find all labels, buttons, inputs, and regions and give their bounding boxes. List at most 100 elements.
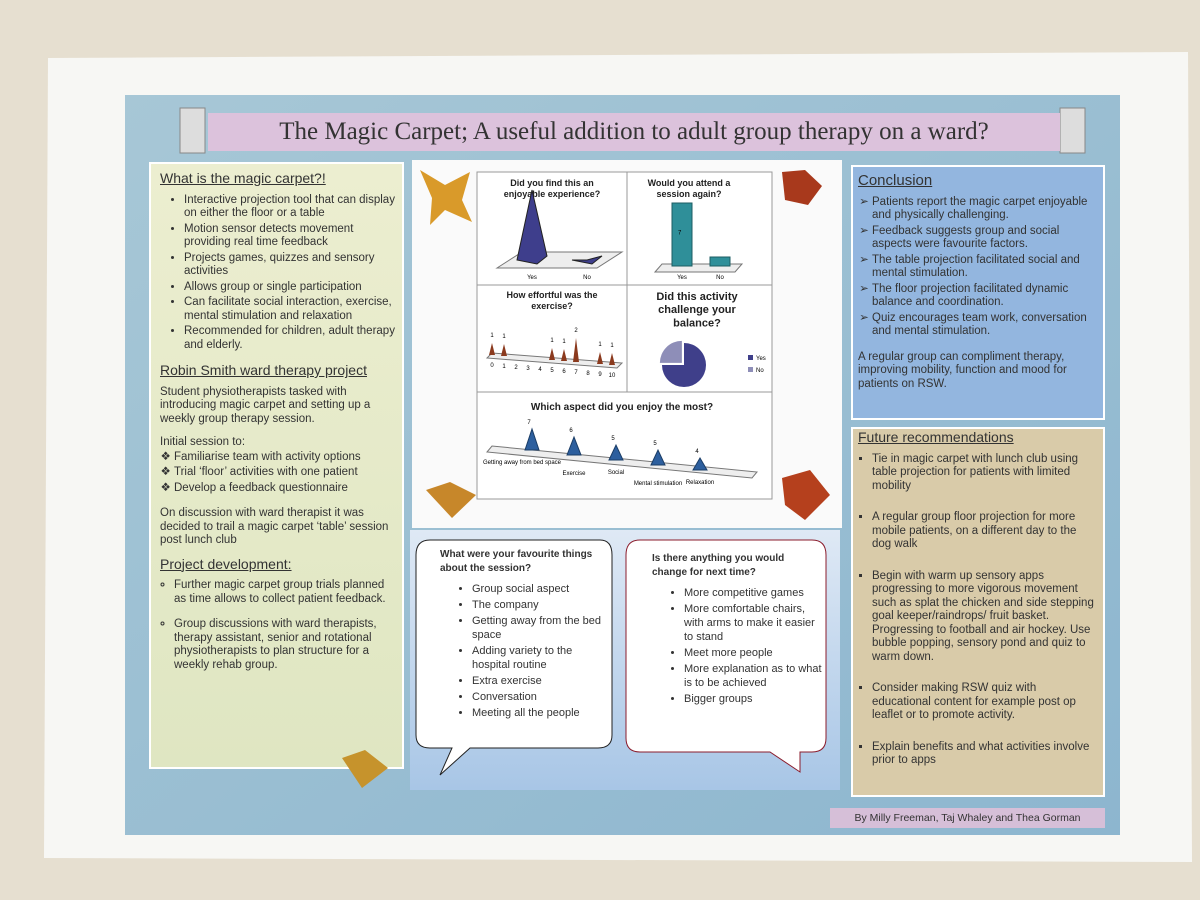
bubble-title: Is there anything you would change for n… xyxy=(652,553,785,578)
list-item: Projects games, quizzes and sensory acti… xyxy=(184,252,396,279)
speech-bubble: Is there anything you would change for n… xyxy=(652,552,822,708)
legend-label: No xyxy=(756,368,764,374)
list-item: Further magic carpet group trials planne… xyxy=(174,579,396,606)
pie-slice xyxy=(662,343,706,387)
chart-title: Did this activity challenge your balance? xyxy=(656,291,738,329)
list-item: A regular group floor projection for mor… xyxy=(872,511,1098,552)
section-heading: Project development: xyxy=(160,555,292,572)
category-label: Yes xyxy=(527,275,537,281)
category-label: Getting away from bed space xyxy=(483,460,562,466)
list-item: Adding variety to the hospital routine xyxy=(472,644,605,672)
category-label: Mental stimulation xyxy=(634,481,682,487)
value-label: 1 xyxy=(610,343,614,349)
list-item: Quiz encourages team work, conversation … xyxy=(872,312,1098,339)
cone xyxy=(524,427,540,451)
value-label: 5 xyxy=(611,436,615,442)
paragraph: Initial session to: xyxy=(160,436,246,448)
left-column: What is the magic carpet?! Interactive p… xyxy=(160,166,396,684)
spike xyxy=(573,338,579,362)
value-label: 6 xyxy=(569,428,573,434)
value-label: 1 xyxy=(502,334,506,340)
list-item: Bigger groups xyxy=(684,692,822,706)
legend-label: Yes xyxy=(756,356,766,362)
x-tick-label: 10 xyxy=(609,373,616,379)
bullet-list: Group social aspect The company Getting aw… xyxy=(440,582,605,720)
chart-title: Did you find this an enjoyable experience… xyxy=(504,178,601,199)
poster-title: The Magic Carpet; A useful addition to a… xyxy=(208,113,1060,151)
list-item: Conversation xyxy=(472,690,605,704)
paragraph: A regular group can compliment therapy, … xyxy=(858,350,1067,390)
list-item: Getting away from the bed space xyxy=(472,614,605,642)
chart-title: How effortful was the exercise? xyxy=(506,290,597,311)
conclusion-panel: Conclusion Patients report the magic car… xyxy=(858,168,1098,401)
bubble-title: What were your favourite things about th… xyxy=(440,549,593,574)
x-tick-label: 5 xyxy=(550,368,554,374)
list-item: Group discussions with ward therapists, … xyxy=(174,618,396,672)
spike xyxy=(501,344,507,356)
x-tick-label: 9 xyxy=(598,372,602,378)
legend-swatch xyxy=(748,355,753,360)
cylinder xyxy=(671,202,693,267)
category-label: Yes xyxy=(677,275,687,281)
list-item: Consider making RSW quiz with educationa… xyxy=(872,682,1098,723)
authors: By Milly Freeman, Taj Whaley and Thea Go… xyxy=(854,812,1081,824)
cylinder xyxy=(709,256,731,267)
list-item: Interactive projection tool that can dis… xyxy=(184,194,396,221)
list-item: Tie in magic carpet with lunch club usin… xyxy=(872,453,1098,494)
x-tick-label: 0 xyxy=(490,363,494,369)
list-item: Motion sensor detects movement providing… xyxy=(184,223,396,250)
future-panel: Future recommendations Tie in magic carp… xyxy=(858,425,1098,786)
cone xyxy=(692,457,708,471)
category-label: No xyxy=(716,275,724,281)
value-label: 1 xyxy=(490,333,494,339)
value-label: 7 xyxy=(678,231,682,237)
spike xyxy=(561,349,567,361)
x-tick-label: 3 xyxy=(526,366,530,372)
list-item: Group social aspect xyxy=(472,582,605,596)
list-item: Explain benefits and what activities inv… xyxy=(872,741,1098,768)
x-tick-label: 8 xyxy=(586,371,590,377)
pie-slice xyxy=(659,340,682,363)
list-item: More explanation as to what is to be ach… xyxy=(684,662,822,690)
bullet-list: Further magic carpet group trials planne… xyxy=(160,579,396,672)
list-item: The floor projection facilitated dynamic… xyxy=(872,283,1098,310)
x-tick-label: 4 xyxy=(538,367,542,373)
list-item: Begin with warm up sensory apps progress… xyxy=(872,570,1098,665)
paragraph: On discussion with ward therapist it was… xyxy=(160,507,389,546)
x-tick-label: 1 xyxy=(502,364,506,370)
list-item: The company xyxy=(472,598,605,612)
chart-title: Would you attend a session again? xyxy=(648,178,732,199)
section-heading: What is the magic carpet?! xyxy=(160,170,326,186)
category-label: Exercise xyxy=(562,471,586,477)
value-label: 5 xyxy=(653,441,657,447)
category-label: Relaxation xyxy=(686,480,714,486)
legend-swatch xyxy=(748,367,753,372)
list-item: Familiarise team with activity options xyxy=(174,451,396,465)
list-item: More competitive games xyxy=(684,586,822,600)
bullet-list: Familiarise team with activity optionsTr… xyxy=(160,451,396,496)
cone xyxy=(650,448,666,466)
list-item: More comfortable chairs, with arms to ma… xyxy=(684,602,822,644)
pyramid xyxy=(516,189,548,265)
spike xyxy=(489,343,495,355)
section-heading: Robin Smith ward therapy project xyxy=(160,362,367,378)
value-label: 2 xyxy=(574,328,578,334)
list-item: Recommended for children, adult therapy … xyxy=(184,325,396,352)
chart-title: Which aspect did you enjoy the most? xyxy=(531,402,713,413)
spike xyxy=(609,353,615,365)
value-label: 1 xyxy=(598,342,602,348)
cone xyxy=(608,443,624,461)
list-item: Patients report the magic carpet enjoyab… xyxy=(872,196,1098,223)
list-item: Feedback suggests group and social aspec… xyxy=(872,225,1098,252)
list-item: Meet more people xyxy=(684,646,822,660)
bullet-list: Patients report the magic carpet enjoyab… xyxy=(858,196,1098,339)
list-item: The table projection facilitated social … xyxy=(872,254,1098,281)
x-tick-label: 2 xyxy=(514,365,518,371)
x-tick-label: 7 xyxy=(574,370,578,376)
value-label: 7 xyxy=(527,420,531,426)
section-heading: Future recommendations xyxy=(858,429,1014,445)
list-item: Develop a feedback questionnaire xyxy=(174,482,396,496)
spike xyxy=(597,352,603,364)
list-item: Extra exercise xyxy=(472,674,605,688)
